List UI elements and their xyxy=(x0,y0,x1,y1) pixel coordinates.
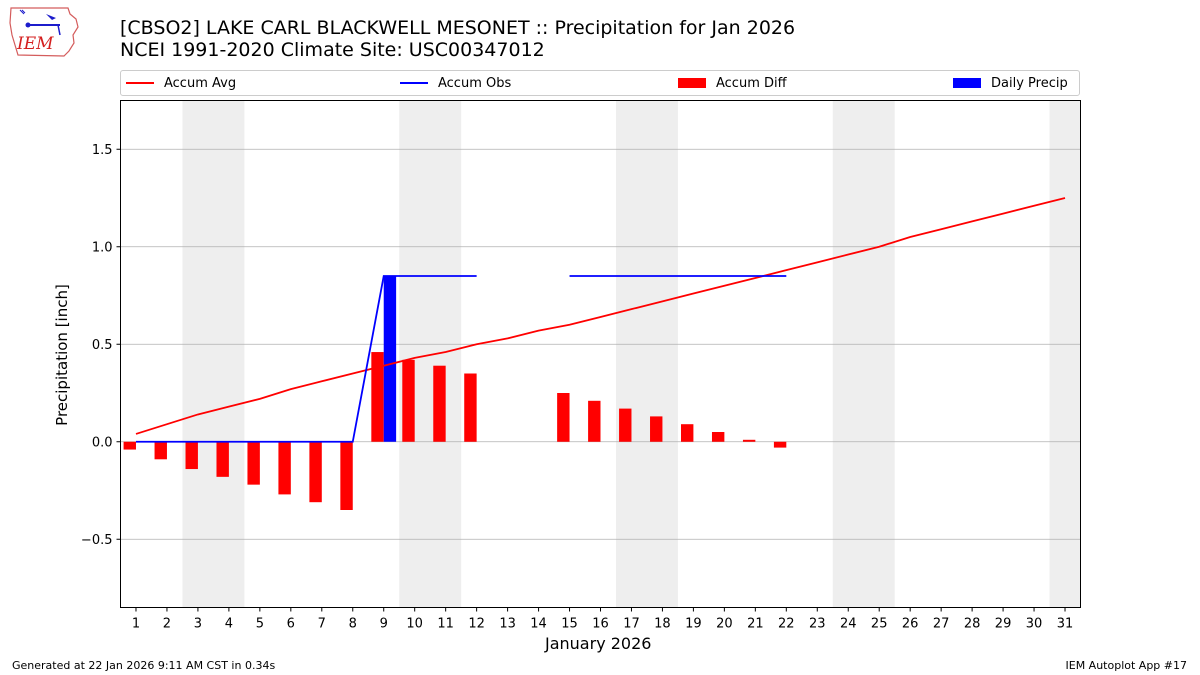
chart-title: [CBSO2] LAKE CARL BLACKWELL MESONET :: P… xyxy=(120,17,796,39)
x-tick-label: 11 xyxy=(437,617,454,632)
y-tick-label: 1.5 xyxy=(92,143,113,158)
x-tick-label: 17 xyxy=(623,617,640,632)
accum-diff-bar xyxy=(402,359,415,442)
accum-diff-bar xyxy=(185,441,198,470)
iem-logo: IEM xyxy=(9,7,79,57)
x-tick-label: 10 xyxy=(406,617,423,632)
bars xyxy=(123,276,787,510)
accum-diff-bar xyxy=(433,365,446,442)
x-tick-label: 25 xyxy=(871,617,888,632)
x-tick-label: 31 xyxy=(1057,617,1074,632)
weekend-band xyxy=(399,100,462,608)
x-tick-label: 1 xyxy=(132,617,140,632)
y-tick-label: 0.0 xyxy=(92,435,113,450)
accum-diff-bar xyxy=(681,424,694,442)
weekend-band xyxy=(615,100,678,608)
accum-diff-bar xyxy=(278,441,291,495)
x-tick-label: 14 xyxy=(530,617,547,632)
legend-swatch xyxy=(400,82,428,84)
accum-diff-bar xyxy=(247,441,260,485)
legend: Accum Avg Accum Obs Accum Diff Daily Pre… xyxy=(120,70,1080,96)
x-tick-label: 5 xyxy=(256,617,264,632)
accum-diff-bar xyxy=(650,416,663,442)
y-grid xyxy=(120,148,1081,540)
accum-diff-bar xyxy=(154,441,167,460)
footer-generated: Generated at 22 Jan 2026 9:11 AM CST in … xyxy=(12,659,276,672)
y-tick-label: 0.5 xyxy=(92,338,113,353)
legend-label: Daily Precip xyxy=(991,75,1068,91)
x-tick-label: 7 xyxy=(318,617,326,632)
accum-diff-bar xyxy=(773,441,787,448)
x-tick-label: 15 xyxy=(561,617,578,632)
weekend-shading xyxy=(182,100,1081,608)
x-tick-label: 23 xyxy=(809,617,826,632)
x-tick-label: 9 xyxy=(380,617,388,632)
accum-diff-bar xyxy=(216,441,229,477)
accum-diff-bar xyxy=(619,408,632,442)
accum-diff-bar xyxy=(588,400,601,442)
accum-avg-line xyxy=(135,197,1066,435)
weekend-band xyxy=(1049,100,1081,608)
x-tick-label: 27 xyxy=(933,617,950,632)
x-axis-ticks: 1 2 3 4 5 6 7 8 9 10 11 12 13 14 15 16 17 18 19 20 21 22 23 24 2… xyxy=(132,607,1074,632)
weekend-band xyxy=(832,100,895,608)
accum-diff-bar xyxy=(557,393,570,442)
x-tick-label: 19 xyxy=(685,617,702,632)
x-tick-label: 3 xyxy=(194,617,202,632)
x-tick-label: 21 xyxy=(747,617,764,632)
y-tick-label: 1.0 xyxy=(92,240,113,255)
accum-obs-line xyxy=(135,275,477,443)
legend-item-accum-diff: Accum Diff xyxy=(678,71,787,95)
legend-swatch xyxy=(953,78,981,88)
weekend-band xyxy=(182,100,245,608)
chart-subtitle: NCEI 1991-2020 Climate Site: USC00347012 xyxy=(120,39,545,61)
legend-swatch xyxy=(126,82,154,84)
lines xyxy=(135,197,1066,443)
legend-label: Accum Obs xyxy=(438,75,512,91)
x-tick-label: 13 xyxy=(499,617,516,632)
x-tick-label: 2 xyxy=(163,617,171,632)
x-tick-label: 12 xyxy=(468,617,485,632)
x-tick-label: 24 xyxy=(840,617,857,632)
y-axis-label: Precipitation [inch] xyxy=(53,284,71,426)
accum-diff-bar xyxy=(711,432,725,442)
accum-diff-bar xyxy=(123,441,136,450)
y-tick-label: −0.5 xyxy=(81,533,113,548)
legend-swatch xyxy=(678,78,706,88)
legend-item-accum-avg: Accum Avg xyxy=(126,71,236,95)
accum-diff-bar xyxy=(309,441,322,503)
x-axis-label: January 2026 xyxy=(545,634,652,653)
x-tick-label: 16 xyxy=(592,617,609,632)
x-tick-label: 8 xyxy=(349,617,357,632)
x-tick-label: 4 xyxy=(225,617,233,632)
plot-frame xyxy=(120,100,1081,608)
accum-diff-bar xyxy=(371,352,384,442)
iowa-outline-icon xyxy=(9,7,79,57)
accum-diff-bar xyxy=(464,373,477,442)
x-tick-label: 20 xyxy=(716,617,733,632)
logo-text: IEM xyxy=(16,34,54,54)
x-tick-label: 18 xyxy=(654,617,671,632)
x-tick-label: 26 xyxy=(902,617,919,632)
legend-item-daily-precip: Daily Precip xyxy=(953,71,1068,95)
accum-diff-bar xyxy=(340,441,353,510)
legend-label: Accum Avg xyxy=(164,75,237,91)
legend-item-accum-obs: Accum Obs xyxy=(400,71,511,95)
x-tick-label: 6 xyxy=(287,617,295,632)
x-tick-label: 28 xyxy=(964,617,981,632)
x-tick-label: 22 xyxy=(778,617,795,632)
accum-diff-bar xyxy=(742,439,756,442)
legend-label: Accum Diff xyxy=(716,75,787,91)
footer-app: IEM Autoplot App #17 xyxy=(1065,659,1188,672)
y-axis-ticks: −0.5 0.0 0.5 1.0 1.5 xyxy=(81,143,121,548)
x-tick-label: 29 xyxy=(995,617,1012,632)
daily-precip-bar xyxy=(383,276,397,442)
x-tick-label: 30 xyxy=(1026,617,1043,632)
